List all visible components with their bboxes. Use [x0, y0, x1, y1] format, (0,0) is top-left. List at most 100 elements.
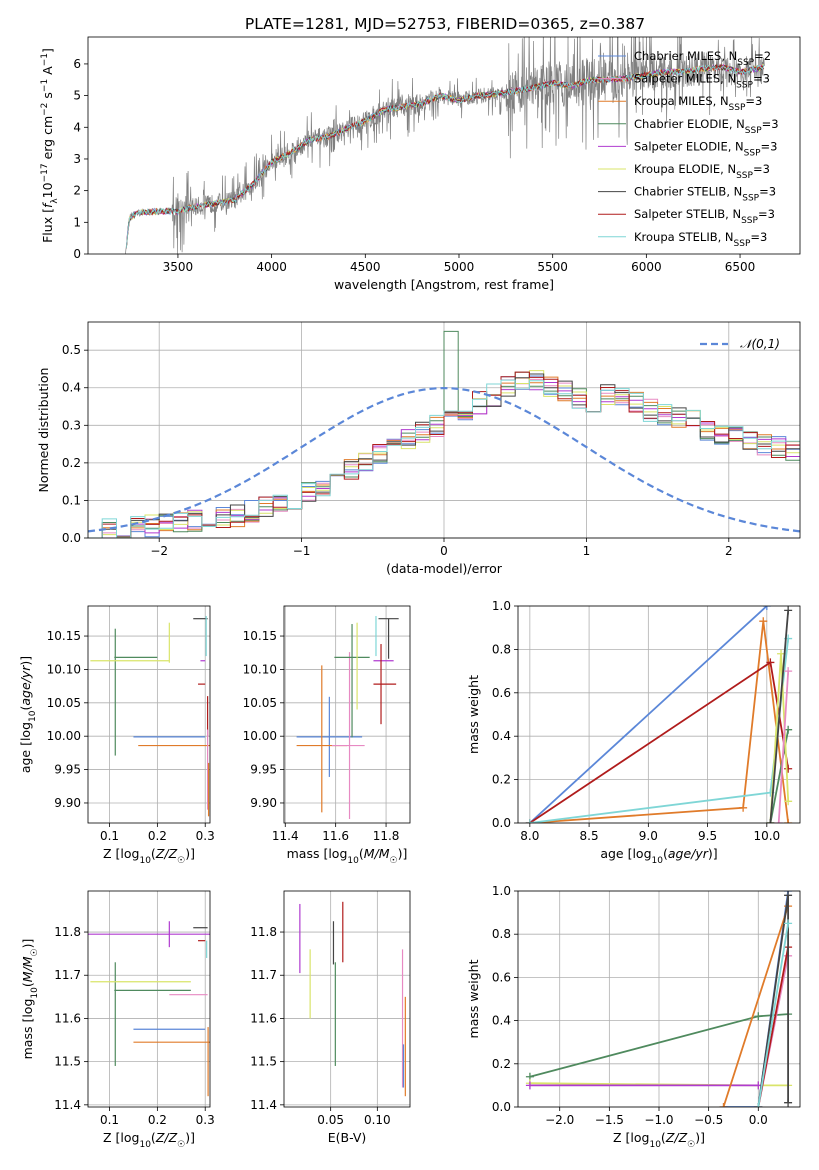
plot-area — [125, 37, 765, 254]
x-tick-label: 0.10 — [364, 1113, 391, 1127]
x-tick-label: 0.2 — [148, 1113, 167, 1127]
normal-curve — [88, 386, 800, 533]
plot-area — [88, 921, 210, 1097]
y-tick-label: 0.6 — [492, 686, 511, 700]
y-tick-label: 10.10 — [243, 662, 277, 676]
y-tick-label: 0.0 — [492, 1100, 511, 1114]
y-tick-label: 0.8 — [492, 642, 511, 656]
y-tick-label: 11.7 — [54, 968, 81, 982]
x-tick-label: 0 — [440, 544, 448, 558]
x-tick-label: 9.0 — [639, 829, 658, 843]
legend-entry: Chabrier STELIB, NSSP=3 — [634, 185, 776, 204]
y-axis-label: mass [log10(M/M☉)] — [20, 939, 40, 1060]
y-tick-label: 0.4 — [492, 1014, 511, 1028]
age-vs-mass-panel: 11.4 11.6 11.8 9.90 9.95 10.00 10.05 10.10 10.15… — [243, 605, 411, 866]
y-tick-label: 3 — [73, 152, 81, 166]
age-vs-Z-panel: 0.1 0.2 0.3 9.90 9.95 10.00 10.05 10.10 10.15 Z [… — [18, 605, 215, 866]
x-tick-label: 1 — [583, 544, 591, 558]
y-tick-label: 10.00 — [47, 729, 81, 743]
x-axis-label: Z [log10(Z/Z☉)] — [613, 1130, 705, 1150]
y-tick-label: 0.2 — [492, 773, 511, 787]
plus-marker — [525, 1081, 534, 1090]
x-axis-label: mass [log10(M/M☉)] — [287, 846, 408, 866]
mass-vs-EBV-panel: 0.05 0.10 11.4 11.5 11.6 11.7 11.8 E(B-V) — [250, 890, 411, 1145]
mass-vs-Z-panel: 0.1 0.2 0.3 11.4 11.5 11.6 11.7 11.8 Z [log10(Z/… — [20, 890, 215, 1150]
y-tick-label: 10.05 — [47, 696, 81, 710]
y-tick-label: 11.5 — [250, 1055, 277, 1069]
y-tick-label: 11.6 — [250, 1011, 277, 1025]
y-tick-label: 11.4 — [250, 1098, 277, 1112]
y-axis-label: age [log10(age/yr)] — [18, 656, 38, 773]
x-axis-label: Z [log10(Z/Z☉)] — [103, 846, 195, 866]
errorbar-point — [88, 921, 210, 948]
y-tick-label: 10.15 — [47, 629, 81, 643]
x-axis-label: Z [log10(Z/Z☉)] — [103, 1130, 195, 1150]
spectrum-panel: 3500 4000 4500 5000 5500 6000 6500 0 1 2 3 4 5 6 wavel… — [40, 36, 801, 292]
plus-marker — [784, 891, 793, 900]
x-tick-label: 8.5 — [580, 829, 599, 843]
y-tick-label: 0.2 — [62, 456, 81, 470]
y-tick-label: 10.05 — [243, 696, 277, 710]
legend-entry: Kroupa STELIB, NSSP=3 — [634, 230, 767, 249]
errorbar-point — [334, 624, 370, 738]
errorbar-point — [331, 652, 365, 819]
x-axis-label: E(B-V) — [328, 1130, 367, 1145]
x-tick-label: 0.3 — [196, 1113, 215, 1127]
plus-marker — [784, 1098, 793, 1107]
y-axis-label: Normed distribution — [36, 368, 51, 493]
plot-area — [299, 901, 406, 1097]
y-tick-label: 0.1 — [62, 493, 81, 507]
x-tick-label: −1.0 — [644, 1113, 673, 1127]
weight-vs-age-panel: 8.0 8.5 9.0 9.5 10.0 0.0 0.2 0.4 0.6 0.8 1.0 age [l… — [466, 599, 801, 866]
y-tick-label: 0.0 — [62, 531, 81, 545]
errorbar-point — [373, 644, 397, 725]
y-tick-label: 11.6 — [54, 1011, 81, 1025]
model-kroupa-stelib — [126, 64, 765, 249]
legend-entry: Salpeter STELIB, NSSP=3 — [634, 207, 775, 226]
x-tick-label: −1 — [293, 544, 311, 558]
plus-marker — [784, 764, 793, 773]
legend-entry: Chabrier ELODIE, NSSP=3 — [634, 117, 779, 136]
x-tick-label: 3500 — [163, 260, 194, 274]
plus-marker — [766, 658, 775, 667]
x-tick-label: 4500 — [350, 260, 381, 274]
plus-marker — [784, 667, 793, 676]
plus-marker — [774, 819, 783, 823]
x-tick-label: 0.2 — [148, 829, 167, 843]
x-tick-label: 11.4 — [272, 829, 299, 843]
weight-line-salpeter-miles — [777, 671, 790, 823]
legend-entry: 𝒩(0,1) — [740, 337, 780, 351]
errorbar-point — [296, 696, 363, 777]
x-tick-label: 0.1 — [100, 1113, 119, 1127]
plot-area — [525, 606, 793, 823]
axes-frame — [87, 605, 211, 824]
x-tick-label: 5500 — [537, 260, 568, 274]
plus-marker — [784, 819, 793, 823]
x-tick-label: 11.8 — [373, 829, 400, 843]
weight-line-kroupa-stelib — [757, 923, 789, 1107]
plot-area — [88, 330, 800, 538]
axes-frame — [517, 890, 801, 1108]
axes-frame — [87, 36, 801, 255]
legend-entry: Chabrier MILES, NSSP=2 — [634, 49, 771, 68]
weight-line-kroupa-miles — [529, 621, 790, 823]
x-tick-label: 4000 — [256, 260, 287, 274]
y-tick-label: 0.0 — [492, 816, 511, 830]
x-tick-label: −0.5 — [694, 1113, 723, 1127]
x-tick-label: 0.0 — [749, 1113, 768, 1127]
x-tick-label: −2 — [150, 544, 168, 558]
errorbar-point — [378, 618, 399, 659]
y-tick-label: 0.4 — [492, 729, 511, 743]
histogram-kroupa-stelib — [88, 379, 800, 538]
plus-marker — [754, 1103, 763, 1107]
y-tick-label: 9.95 — [250, 763, 277, 777]
y-tick-label: 0 — [73, 247, 81, 261]
x-tick-label: −2.0 — [545, 1113, 574, 1127]
x-tick-label: 0.05 — [317, 1113, 344, 1127]
y-tick-label: 1 — [73, 215, 81, 229]
y-tick-label: 10.00 — [243, 729, 277, 743]
y-tick-label: 4 — [73, 120, 81, 134]
plus-marker — [525, 819, 534, 823]
y-tick-label: 11.4 — [54, 1098, 81, 1112]
